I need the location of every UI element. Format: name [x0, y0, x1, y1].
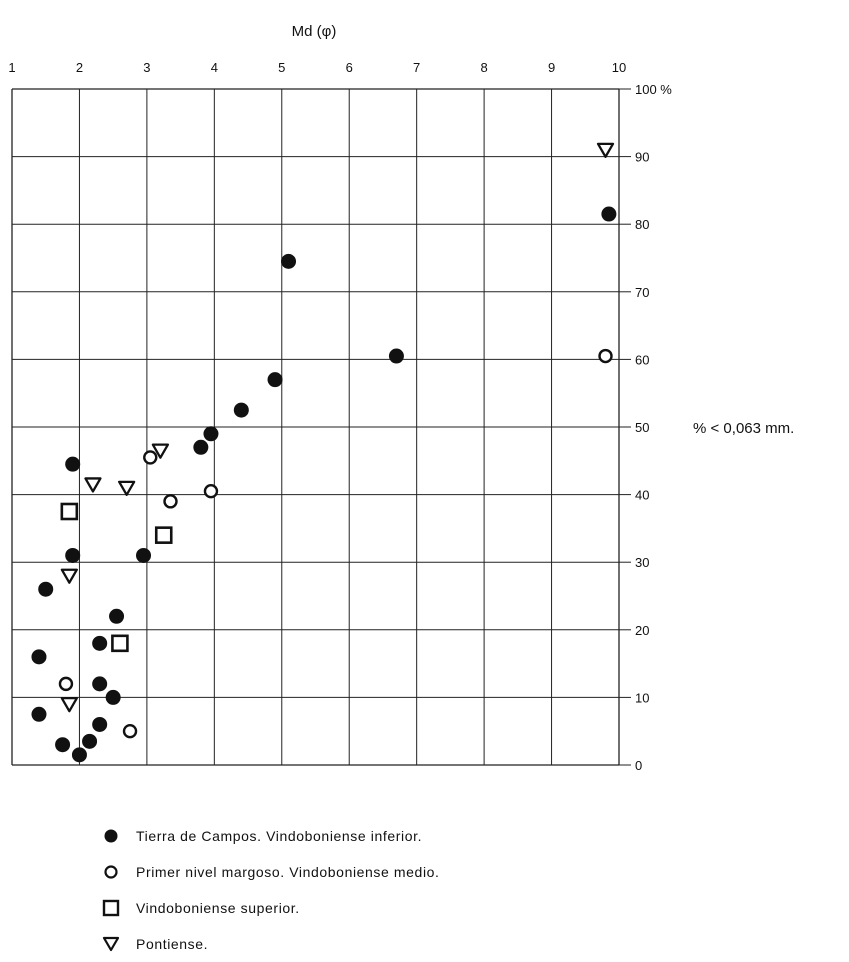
data-point-series-0: [31, 649, 47, 665]
x-tick-label: 1: [8, 60, 15, 75]
open-square-icon: [100, 897, 122, 919]
legend-item-series-3: Pontiense.: [100, 926, 440, 962]
y-tick-label: 50: [635, 420, 649, 435]
data-point-series-0: [267, 372, 283, 388]
data-point-series-0: [92, 716, 108, 732]
filled-circle-icon: [100, 825, 122, 847]
data-point-series-1: [163, 494, 178, 509]
y-tick-labels: 0 10 20 30 40 50 60 70 80 90 100 %: [635, 82, 672, 773]
data-point-series-3: [151, 443, 170, 459]
data-point-series-0: [281, 253, 297, 269]
x-tick-label: 7: [413, 60, 420, 75]
data-point-series-0: [388, 348, 404, 364]
legend-label: Tierra de Campos. Vindoboniense inferior…: [136, 828, 423, 844]
data-point-series-0: [65, 547, 81, 563]
y-tick-label: 10: [635, 690, 649, 705]
y-tick-label: 90: [635, 150, 649, 165]
legend-item-series-2: Vindoboniense superior.: [100, 890, 440, 926]
scatter-chart: Md (φ) 1 2 3 4 5 6 7 8 9 10 0 10 20 30 40 50 60 70 80 90 10…: [8, 23, 794, 773]
legend: Tierra de Campos. Vindoboniense inferior…: [100, 818, 440, 962]
y-tick-label: 100 %: [635, 82, 672, 97]
data-point-series-1: [122, 724, 138, 739]
data-point-series-0: [601, 206, 617, 222]
data-point-series-1: [598, 348, 613, 364]
x-tick-label: 4: [211, 60, 218, 75]
data-point-series-2: [60, 502, 79, 521]
y-axis-title: % < 0,063 mm.: [693, 420, 794, 437]
open-circle-icon: [100, 861, 122, 883]
legend-item-series-0: Tierra de Campos. Vindoboniense inferior…: [100, 818, 440, 854]
y-tick-label: 30: [635, 555, 649, 570]
y-tick-label: 40: [635, 488, 649, 503]
data-point-series-0: [203, 426, 219, 442]
x-tick-label: 8: [480, 60, 487, 75]
x-tick-labels: 1 2 3 4 5 6 7 8 9 10: [8, 60, 626, 75]
data-point-series-0: [38, 581, 54, 597]
data-point-series-0: [55, 737, 71, 753]
data-point-series-1: [203, 484, 219, 499]
data-point-series-0: [193, 439, 209, 455]
y-tick-label: 60: [635, 352, 649, 367]
data-point-series-0: [105, 689, 121, 705]
data-point-series-0: [71, 747, 87, 763]
legend-label: Vindoboniense superior.: [136, 900, 300, 916]
data-point-series-3: [118, 480, 136, 496]
y-tick-label: 0: [635, 758, 642, 773]
open-triangle-icon: [100, 933, 122, 955]
data-point-series-0: [109, 608, 125, 624]
x-tick-label: 5: [278, 60, 285, 75]
data-point-series-1: [58, 676, 74, 692]
y-tick-label: 80: [635, 217, 649, 232]
data-point-series-2: [154, 526, 173, 544]
y-tick-label: 70: [635, 285, 649, 300]
data-point-series-0: [65, 456, 81, 472]
legend-label: Pontiense.: [136, 936, 209, 952]
data-point-series-0: [82, 733, 98, 749]
x-tick-label: 9: [548, 60, 555, 75]
legend-item-series-1: Primer nivel margoso. Vindoboniense medi…: [100, 854, 440, 890]
data-point-series-3: [60, 568, 78, 584]
x-axis-title: Md (φ): [292, 23, 337, 40]
data-point-series-0: [136, 547, 152, 563]
data-point-series-0: [92, 635, 108, 651]
x-tick-label: 3: [143, 60, 150, 75]
data-point-series-0: [92, 676, 108, 692]
data-point-series-3: [596, 142, 615, 158]
x-tick-label: 2: [76, 60, 83, 75]
data-point-series-1: [143, 450, 158, 465]
data-points: [31, 142, 617, 763]
data-point-series-3: [84, 477, 102, 493]
data-point-series-3: [60, 697, 78, 713]
data-point-series-0: [31, 706, 47, 722]
legend-label: Primer nivel margoso. Vindoboniense medi…: [136, 864, 440, 880]
grid: [11, 88, 631, 766]
data-point-series-2: [111, 634, 129, 653]
data-point-series-0: [233, 402, 249, 418]
y-tick-label: 20: [635, 623, 649, 638]
x-tick-label: 6: [346, 60, 353, 75]
x-tick-label: 10: [612, 60, 626, 75]
